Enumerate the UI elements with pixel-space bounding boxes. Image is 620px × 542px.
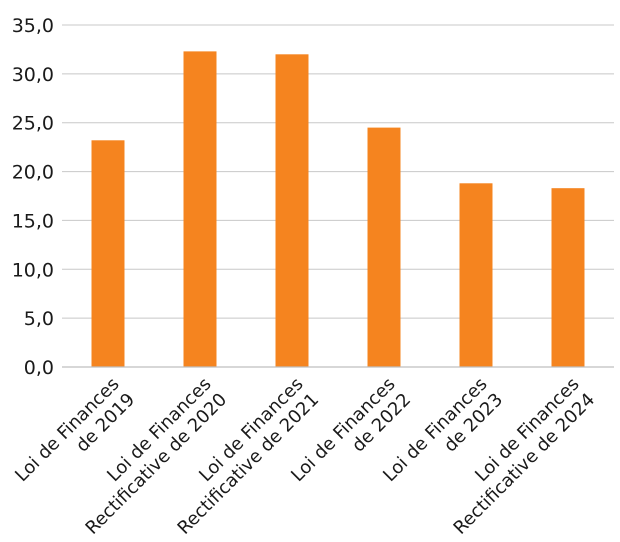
bar bbox=[367, 127, 401, 367]
y-tick-label: 0,0 bbox=[24, 357, 54, 379]
y-tick-label: 25,0 bbox=[12, 113, 54, 135]
y-tick-label: 20,0 bbox=[12, 162, 54, 184]
bars bbox=[91, 51, 585, 368]
y-tick-label: 15,0 bbox=[12, 210, 54, 232]
y-tick-label: 10,0 bbox=[12, 259, 54, 281]
y-tick-label: 5,0 bbox=[24, 308, 54, 330]
bar bbox=[183, 51, 217, 367]
y-tick-label: 35,0 bbox=[12, 15, 54, 37]
bar bbox=[551, 188, 585, 367]
bar bbox=[275, 54, 309, 368]
gridlines bbox=[62, 24, 614, 319]
y-axis-tick-labels: 0,0 5,0 10,0 15,0 20,0 25,0 30,0 35,0 bbox=[12, 15, 54, 379]
bar bbox=[459, 183, 493, 367]
bar bbox=[91, 140, 125, 367]
y-tick-label: 30,0 bbox=[12, 64, 54, 86]
